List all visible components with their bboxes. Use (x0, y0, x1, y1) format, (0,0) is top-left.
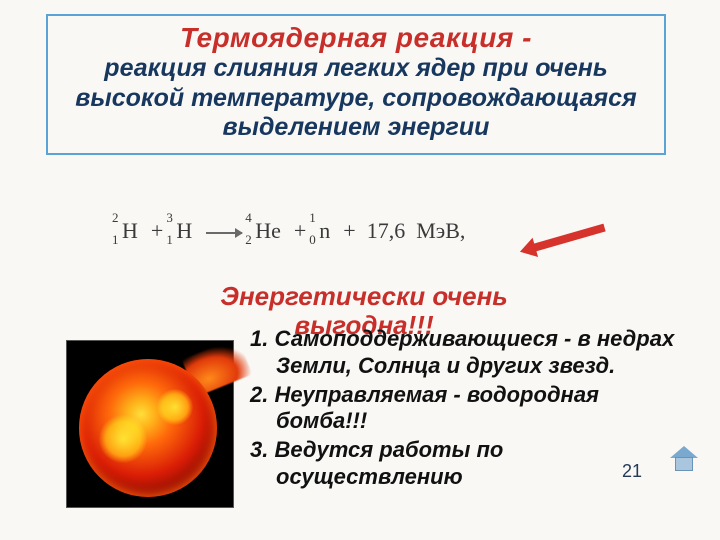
list-item: 2. Неуправляемая - водородная бомба!!! (250, 382, 690, 436)
list-item: 1. Самоподдерживающиеся - в недрах Земли… (250, 326, 690, 380)
term-h2: 2 1 H (122, 218, 138, 244)
term-n: 1 0 n (319, 218, 330, 244)
term-he: 4 2 He (255, 218, 281, 244)
reaction-arrow-icon (206, 232, 242, 234)
energy-unit: МэВ, (416, 218, 465, 243)
energy-value: 17,6 (367, 218, 406, 243)
definition-body: реакция слияния легких ядер при очень вы… (62, 54, 650, 143)
term-h3: 3 1 H (176, 218, 192, 244)
page-number: 21 (622, 461, 642, 482)
definition-box: Термоядерная реакция - реакция слияния л… (46, 14, 666, 155)
home-icon[interactable] (670, 446, 698, 472)
sun-image (66, 340, 234, 508)
definition-title: Термоядерная реакция - (62, 22, 650, 54)
